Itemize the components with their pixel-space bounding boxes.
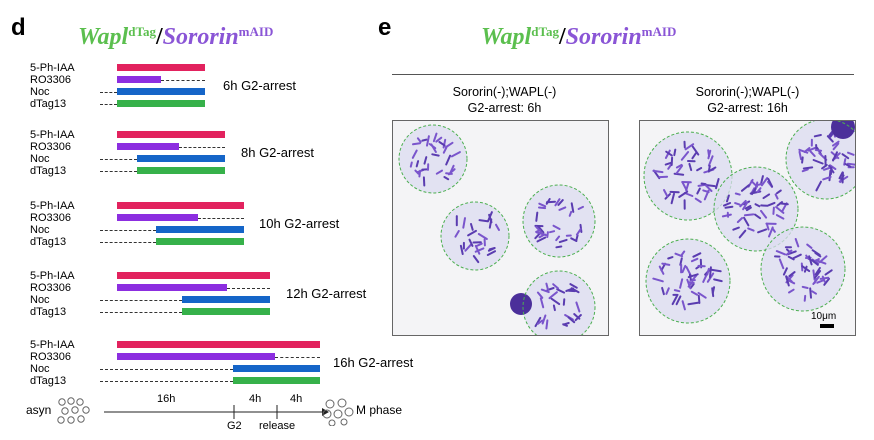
row-label-5-ph-iaa: 5-Ph-IAA bbox=[30, 270, 75, 282]
g2-arrest-label: 6h G2-arrest bbox=[223, 78, 296, 93]
dash-noc bbox=[100, 159, 137, 160]
bar-noc bbox=[137, 155, 225, 162]
dash-noc bbox=[100, 92, 117, 93]
row-label-ro3306: RO3306 bbox=[30, 212, 71, 224]
bar-5-ph-iaa bbox=[117, 341, 320, 348]
timeline-release-label: release bbox=[259, 420, 296, 432]
timeline-seg2-label: 4h bbox=[249, 393, 262, 405]
bar-5-ph-iaa bbox=[117, 131, 225, 138]
row-label-dtag13: dTag13 bbox=[30, 306, 67, 318]
bar-5-ph-iaa bbox=[117, 202, 244, 209]
bar-dtag13 bbox=[137, 167, 225, 174]
image-2-title: Sororin(-);WAPL(-) G2-arrest: 16h bbox=[695, 85, 800, 115]
timeline-start-label: asyn bbox=[26, 403, 52, 417]
dash-dtag13 bbox=[100, 242, 156, 243]
row-label-ro3306: RO3306 bbox=[30, 74, 71, 86]
genotype-wapl: WapldTag bbox=[78, 24, 156, 50]
bar-5-ph-iaa bbox=[117, 64, 205, 71]
g2-arrest-label: 8h G2-arrest bbox=[241, 145, 314, 160]
row-label-noc: Noc bbox=[30, 363, 50, 375]
bar-dtag13 bbox=[156, 238, 244, 245]
row-label-dtag13: dTag13 bbox=[30, 375, 67, 387]
row-label-ro3306: RO3306 bbox=[30, 141, 71, 153]
asyn-cells-icon bbox=[57, 397, 90, 424]
row-label-5-ph-iaa: 5-Ph-IAA bbox=[30, 62, 75, 74]
timeline-arrow bbox=[104, 405, 329, 419]
genotype-sororin: SororinmAID bbox=[565, 24, 677, 50]
bar-ro3306 bbox=[117, 284, 227, 291]
row-label-ro3306: RO3306 bbox=[30, 282, 71, 294]
timeline-seg3-label: 4h bbox=[290, 393, 303, 405]
bar-noc bbox=[117, 88, 205, 95]
micrograph-6h bbox=[392, 120, 609, 336]
chromosome-spread-6h bbox=[398, 124, 596, 335]
row-label-5-ph-iaa: 5-Ph-IAA bbox=[30, 339, 75, 351]
mphase-cells-icon bbox=[322, 398, 354, 426]
row-label-5-ph-iaa: 5-Ph-IAA bbox=[30, 129, 75, 141]
dash-dtag13 bbox=[100, 104, 117, 105]
dash-ro3306 bbox=[275, 357, 320, 358]
image-1-title: Sororin(-);WAPL(-) G2-arrest: 6h bbox=[452, 85, 557, 115]
dash-ro3306 bbox=[198, 218, 244, 219]
panel-d-letter: d bbox=[11, 14, 26, 41]
scale-bar-label: 10μm bbox=[811, 311, 837, 322]
row-label-noc: Noc bbox=[30, 224, 50, 236]
bar-noc bbox=[182, 296, 270, 303]
bar-noc bbox=[156, 226, 244, 233]
dash-dtag13 bbox=[100, 171, 137, 172]
genotype-sororin: SororinmAID bbox=[162, 24, 274, 50]
row-label-5-ph-iaa: 5-Ph-IAA bbox=[30, 200, 75, 212]
timeline-g2-label: G2 bbox=[227, 420, 242, 432]
bar-ro3306 bbox=[117, 214, 198, 221]
panel-e-genotype-title: WapldTag/SororinmAID bbox=[481, 24, 677, 50]
dash-ro3306 bbox=[227, 288, 270, 289]
bar-ro3306 bbox=[117, 353, 275, 360]
dash-noc bbox=[100, 230, 156, 231]
row-label-noc: Noc bbox=[30, 294, 50, 306]
panel-e-divider bbox=[392, 74, 854, 75]
bar-ro3306 bbox=[117, 76, 161, 83]
bar-dtag13 bbox=[233, 377, 320, 384]
chromosome-spread-16h bbox=[643, 121, 855, 324]
row-label-noc: Noc bbox=[30, 86, 50, 98]
g2-arrest-label: 12h G2-arrest bbox=[286, 286, 367, 301]
timeline-end-label: M phase bbox=[356, 403, 403, 417]
row-label-noc: Noc bbox=[30, 153, 50, 165]
g2-arrest-label: 16h G2-arrest bbox=[333, 355, 414, 370]
dash-noc bbox=[100, 369, 233, 370]
dash-ro3306 bbox=[179, 147, 225, 148]
row-label-dtag13: dTag13 bbox=[30, 236, 67, 248]
genotype-wapl: WapldTag bbox=[481, 24, 559, 50]
bar-ro3306 bbox=[117, 143, 179, 150]
dash-noc bbox=[100, 300, 182, 301]
dash-dtag13 bbox=[100, 312, 182, 313]
panel-d-genotype-title: WapldTag/SororinmAID bbox=[78, 24, 274, 50]
g2-arrest-label: 10h G2-arrest bbox=[259, 216, 340, 231]
bar-dtag13 bbox=[117, 100, 205, 107]
bar-5-ph-iaa bbox=[117, 272, 270, 279]
row-label-ro3306: RO3306 bbox=[30, 351, 71, 363]
row-label-dtag13: dTag13 bbox=[30, 165, 67, 177]
bar-noc bbox=[233, 365, 320, 372]
dash-ro3306 bbox=[161, 80, 205, 81]
panel-e-letter: e bbox=[378, 14, 392, 41]
bar-dtag13 bbox=[182, 308, 270, 315]
dash-dtag13 bbox=[100, 381, 233, 382]
micrograph-16h: 10μm bbox=[639, 120, 856, 336]
scale-bar bbox=[820, 324, 834, 328]
row-label-dtag13: dTag13 bbox=[30, 98, 67, 110]
timeline-seg1-label: 16h bbox=[157, 393, 176, 405]
